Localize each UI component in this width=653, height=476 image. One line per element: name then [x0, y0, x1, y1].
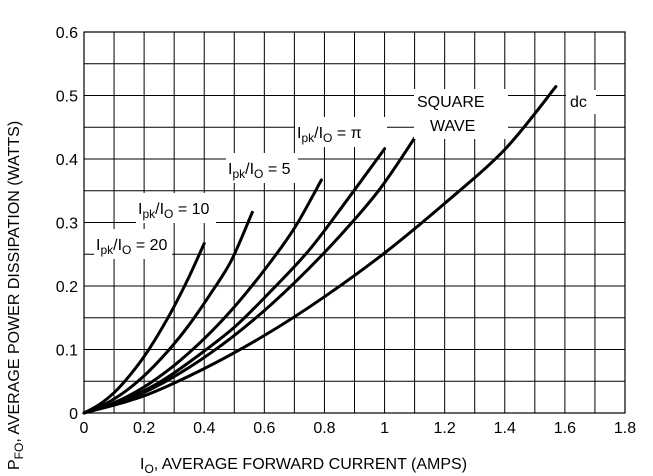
- label-ratio-5: Ipk/IO = 5: [228, 161, 291, 181]
- x-tick-label: 1.2: [434, 420, 456, 437]
- x-tick-label: 1.4: [494, 420, 516, 437]
- label-ratio-pi: Ipk/IO = π: [297, 125, 362, 145]
- label-square: SQUARE: [417, 94, 485, 111]
- label-bg-rpi: [295, 117, 387, 147]
- label-dc: dc: [570, 94, 587, 111]
- label-bg-square: [414, 89, 508, 139]
- tick-labels: 0 0.2 0.4 0.6 0.8 1 1.2 1.4 1.6 1.8 0 0.1 0.2 0.3 0.4 0…: [56, 25, 636, 437]
- x-tick-label: 1.8: [614, 420, 636, 437]
- label-bg-r20: [94, 229, 172, 259]
- curves: [82, 85, 558, 415]
- x-tick-label: 1.6: [554, 420, 576, 437]
- y-axis-label: PFO, AVERAGE POWER DISSIPATION (WATTS): [6, 121, 26, 470]
- series-line-r20: [82, 242, 206, 415]
- series-line-r5: [82, 178, 323, 415]
- y-tick-label: 0.6: [56, 25, 78, 42]
- x-tick-label: 0.6: [253, 420, 275, 437]
- label-ratio-20: Ipk/IO = 20: [96, 237, 168, 257]
- x-tick-label: 0: [80, 420, 89, 437]
- series-line-r10: [82, 210, 254, 415]
- y-tick-label: 0: [69, 406, 78, 423]
- plot-frame: [83, 31, 626, 414]
- x-tick-label: 0.8: [313, 420, 335, 437]
- label-bg-r10: [136, 193, 216, 223]
- series-line-dc: [82, 85, 558, 415]
- label-bg-dc: [566, 90, 596, 114]
- x-tick-label: 1: [380, 420, 389, 437]
- y-tick-label: 0.2: [56, 279, 78, 296]
- label-ratio-10: Ipk/IO = 10: [138, 201, 210, 221]
- x-tick-label: 0.4: [193, 420, 215, 437]
- y-tick-label: 0.3: [56, 216, 78, 233]
- x-axis-label: IO, AVERAGE FORWARD CURRENT (AMPS): [140, 456, 467, 476]
- y-tick-label: 0.4: [56, 152, 78, 169]
- label-wave: WAVE: [430, 118, 475, 135]
- y-tick-label: 0.1: [56, 343, 78, 360]
- series-line-square: [82, 136, 417, 415]
- y-tick-label: 0.5: [56, 89, 78, 106]
- x-tick-label: 0.2: [133, 420, 155, 437]
- label-bg-r5: [226, 153, 298, 183]
